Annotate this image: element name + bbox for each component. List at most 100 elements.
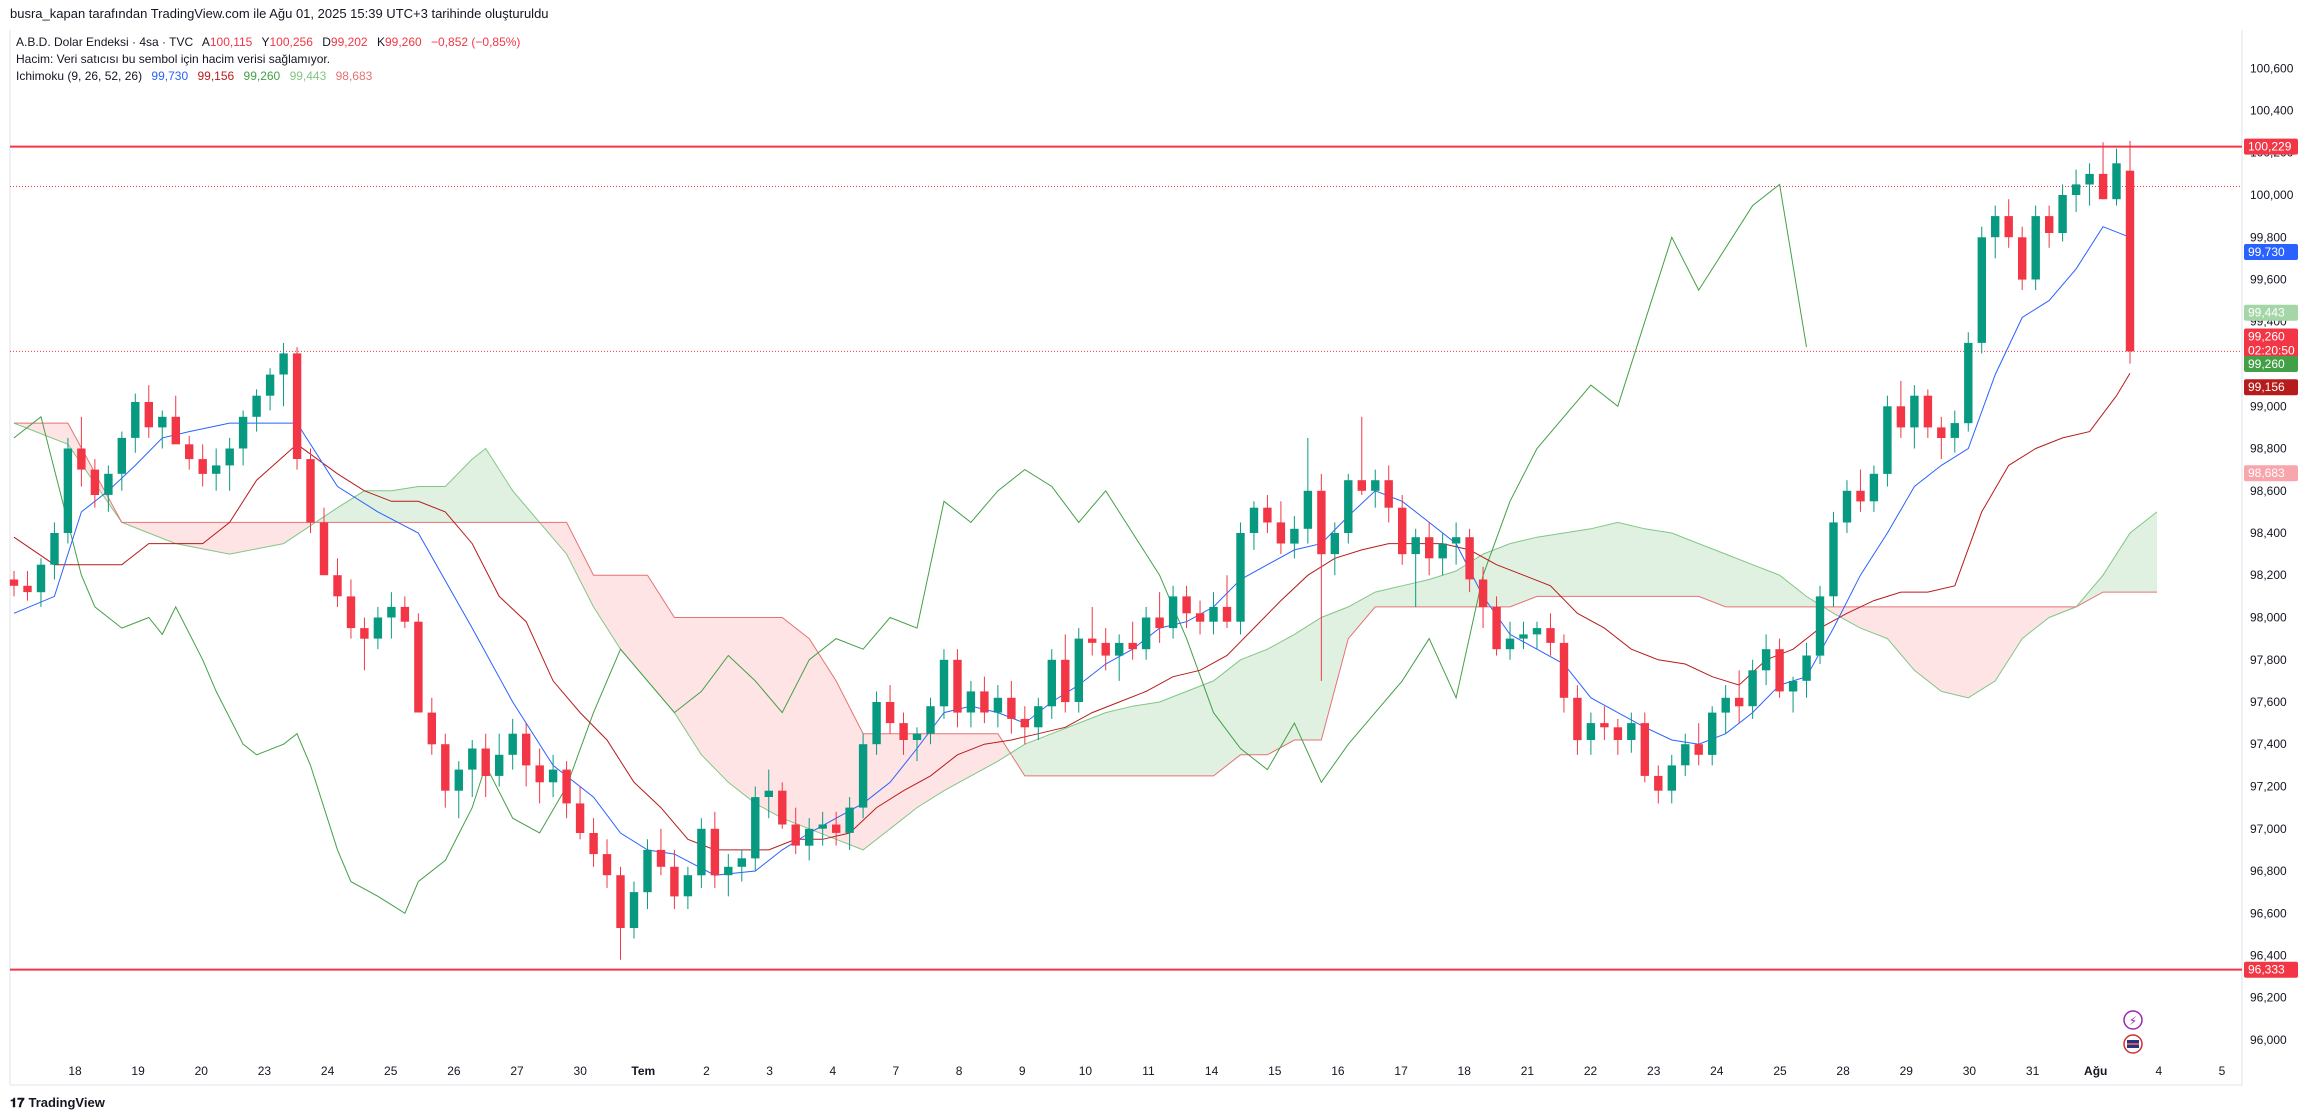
candle-body xyxy=(1384,480,1393,508)
candle-body xyxy=(131,402,140,438)
candle-body xyxy=(1115,642,1124,656)
price-tick-label: 97,000 xyxy=(2250,822,2287,836)
candle-body xyxy=(697,828,706,876)
time-tick-label: 10 xyxy=(1079,1064,1093,1078)
candle-body xyxy=(90,469,100,495)
candle-body xyxy=(751,797,760,859)
candle-body xyxy=(400,606,410,622)
candle-body xyxy=(2071,184,2081,195)
cloud-bullish xyxy=(1004,522,1820,776)
candle-body xyxy=(1519,634,1528,639)
candle-body xyxy=(1451,537,1461,544)
candle-body xyxy=(818,824,827,829)
price-tick-label: 98,000 xyxy=(2250,611,2287,625)
candle-body xyxy=(2058,195,2067,233)
candle-body xyxy=(1923,395,1933,428)
candle-body xyxy=(441,744,450,791)
candle-body xyxy=(360,628,369,639)
candle-body xyxy=(158,416,167,428)
candle-body xyxy=(2085,173,2094,185)
price-tick-label: 100,600 xyxy=(2250,61,2294,75)
hline-price-tag-0-bg xyxy=(2244,138,2298,155)
ichimoku-tenkan-value: 99,730 xyxy=(151,69,189,83)
candle-body xyxy=(1088,638,1097,643)
candle-body xyxy=(2004,216,2013,238)
hline-price-tag-1-bg xyxy=(2244,961,2298,978)
time-tick-label: 29 xyxy=(1900,1064,1914,1078)
candle-body xyxy=(858,744,868,808)
time-tick-label: 19 xyxy=(131,1064,145,1078)
candle-body xyxy=(656,849,666,867)
ichimoku-label[interactable]: Ichimoku (9, 26, 52, 26) xyxy=(16,69,143,83)
candle-body xyxy=(1141,617,1151,650)
candle-body xyxy=(1735,697,1744,707)
candle-body xyxy=(1654,775,1663,791)
candle-body xyxy=(1020,718,1029,728)
time-tick-label: 28 xyxy=(1836,1064,1850,1078)
symbol-name[interactable]: A.B.D. Dolar Endeksi · 4sa · TVC xyxy=(16,35,194,49)
candle-body xyxy=(2098,173,2108,200)
candle-body xyxy=(373,617,383,639)
candle-body xyxy=(1856,490,1865,502)
time-tick-label: 23 xyxy=(1647,1064,1661,1078)
time-tick-label: 8 xyxy=(956,1064,963,1078)
candle-body xyxy=(508,733,517,755)
candle-body xyxy=(1829,522,1838,597)
price-tick-label: 97,200 xyxy=(2250,780,2287,794)
time-tick-label: 25 xyxy=(384,1064,398,1078)
candle-body xyxy=(939,659,949,707)
price-tick-label: 100,400 xyxy=(2250,104,2294,118)
candle-body xyxy=(575,803,585,833)
candle-body xyxy=(602,854,612,876)
time-tick-label: 17 xyxy=(1394,1064,1408,1078)
price-tick-label: 97,600 xyxy=(2250,695,2287,709)
time-tick-label: 15 xyxy=(1268,1064,1282,1078)
indicator-price-tag-3: 99,260 xyxy=(2248,357,2285,371)
candle-body xyxy=(629,892,639,928)
indicator-price-tag-4: 99,156 xyxy=(2248,380,2285,394)
candle-body xyxy=(1546,628,1555,643)
time-tick-label: 4 xyxy=(2156,1064,2163,1078)
candle-body xyxy=(1425,537,1434,559)
candle-body xyxy=(670,866,679,897)
price-tick-label: 96,800 xyxy=(2250,864,2287,878)
high-value: 100,256 xyxy=(269,35,313,49)
price-tick-label: 99,000 xyxy=(2250,399,2287,413)
candle-body xyxy=(1802,655,1811,681)
candle-body xyxy=(724,866,733,876)
price-tick-label: 99,600 xyxy=(2250,273,2287,287)
ichimoku-row: Ichimoku (9, 26, 52, 26) 99,730 99,156 9… xyxy=(16,68,526,85)
indicator-price-tag-5: 98,683 xyxy=(2248,466,2285,480)
candle-body xyxy=(333,575,342,597)
tenkan-sen-line xyxy=(13,226,2131,876)
cloud-bullish xyxy=(2069,511,2157,610)
time-tick-label: 9 xyxy=(1019,1064,1026,1078)
candle-body xyxy=(589,833,598,855)
hline-price-tag-0: 100,229 xyxy=(2248,140,2292,154)
candle-body xyxy=(522,733,531,766)
candle-body xyxy=(36,564,46,593)
lightning-icon: ⚡ xyxy=(2129,1014,2137,1028)
low-label: D xyxy=(322,35,331,49)
tradingview-logo[interactable]: 𝟏𝟕 TradingView xyxy=(10,1095,105,1110)
price-tick-label: 98,600 xyxy=(2250,484,2287,498)
candle-body xyxy=(1290,528,1299,544)
candle-body xyxy=(481,748,490,776)
ichimoku-span-b-value: 98,683 xyxy=(335,69,373,83)
ichimoku-kijun-value: 99,156 xyxy=(197,69,235,83)
dividend-event-icon[interactable] xyxy=(2123,1010,2143,1030)
candle-body xyxy=(1222,606,1232,622)
time-tick-label: 16 xyxy=(1331,1064,1345,1078)
candle-body xyxy=(1721,697,1730,713)
candle-body xyxy=(778,790,787,825)
time-tick-label: 11 xyxy=(1142,1064,1155,1078)
candle-body xyxy=(1991,216,2000,238)
time-tick-label: 21 xyxy=(1521,1064,1535,1078)
candle-body xyxy=(50,533,59,565)
candle-body xyxy=(1478,579,1488,607)
candle-body xyxy=(292,353,302,459)
candle-body xyxy=(2018,237,2027,280)
candle-body xyxy=(212,465,221,474)
candle-body xyxy=(548,769,558,783)
